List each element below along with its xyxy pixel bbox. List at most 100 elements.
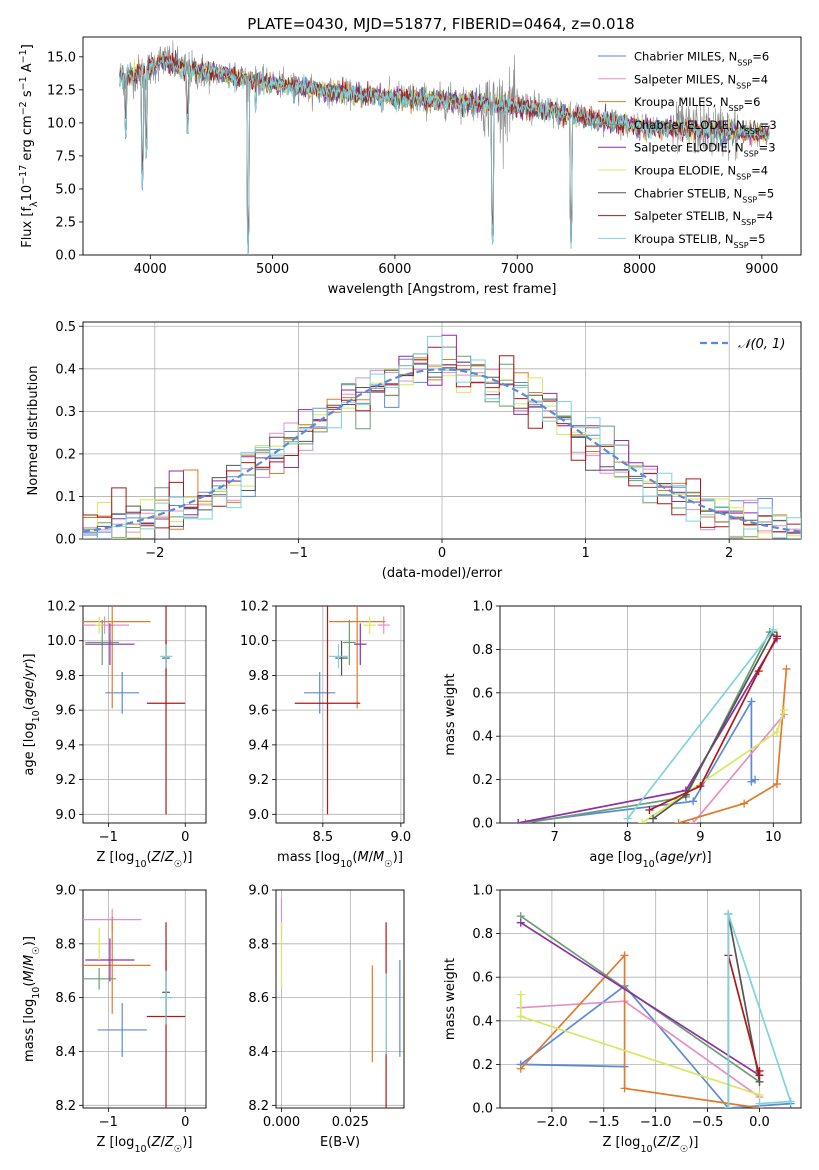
x-tick-label: 9.0 <box>391 830 412 845</box>
y-tick-label: 8.6 <box>248 991 269 1006</box>
marker <box>755 1090 764 1099</box>
errorbar-point-kroupa-miles <box>83 916 151 1014</box>
mass-weight-vs-age-x-axis-label: age [log10(age/yr)] <box>589 850 711 870</box>
y-tick-label: 0.4 <box>472 1014 493 1029</box>
errorbar-point-chabrier-stelib <box>335 640 348 676</box>
marker <box>755 1066 764 1075</box>
weight-series-salpeter-miles <box>516 997 764 1102</box>
age-vs-mass-x-axis-label: mass [log10(M/M☉)] <box>277 850 403 870</box>
x-tick-label: −1 <box>289 546 308 561</box>
mass-vs-ebv-axes: 0.000 0.025 8.2 8.4 8.6 8.8 9.0 <box>248 884 405 1130</box>
marker <box>724 1104 733 1108</box>
marker <box>769 625 778 634</box>
marker <box>516 1064 525 1073</box>
mass-vs-Z-y-axis-label: mass [log10(M/M☉)] <box>22 936 42 1062</box>
marker <box>754 667 763 676</box>
y-tick-label: 0.0 <box>472 817 493 832</box>
x-tick-label: −0.5 <box>692 1115 724 1130</box>
spectrum-y-axis-label: Flux [fλ10−17 erg cm−2 s−1 A−1] <box>18 44 40 248</box>
y-tick-label: 0.0 <box>472 1102 493 1117</box>
x-tick-label: 8.5 <box>312 830 333 845</box>
errorbar-point-kroupa-stelib <box>159 644 173 669</box>
x-tick-label: −1 <box>99 1115 118 1130</box>
x-tick-label: 0.0 <box>749 1115 770 1130</box>
y-tick-label: 9.2 <box>55 773 76 788</box>
y-tick-label: 0.4 <box>55 362 76 377</box>
spectrum-legend: Chabrier MILES, NSSP=6 Salpeter MILES, NS… <box>598 50 777 249</box>
x-tick-label: 6000 <box>378 262 411 277</box>
age-vs-Z-axes: −1 0 9.0 9.2 9.4 9.6 9.8 10.0 10.2 <box>47 600 207 845</box>
errorbar-point-chabrier-elodie <box>83 968 117 990</box>
marker <box>638 819 647 823</box>
residuals-axes: −2 −1 0 1 2 0.0 0.1 0.2 0.3 0.4 0.5 <box>55 320 802 561</box>
y-tick-label: 9.0 <box>55 808 76 823</box>
mass-weight-vs-age-axes: 7 8 9 10 0.0 0.2 0.4 0.6 0.8 1.0 <box>472 600 802 845</box>
errorbar-point-chabrier-elodie <box>85 619 120 666</box>
x-tick-label: 1 <box>581 546 589 561</box>
x-tick-label: 0 <box>438 546 446 561</box>
y-tick-label: 0.5 <box>55 320 76 335</box>
y-tick-label: 7.5 <box>55 149 76 164</box>
marker <box>516 1012 525 1021</box>
weight-series-kroupa-stelib <box>724 909 795 1108</box>
x-tick-label: 9 <box>696 830 704 845</box>
model-spectrum-salpeter-stelib <box>119 52 770 236</box>
legend-label-kroupa-miles: Kroupa MILES, NSSP=6 <box>634 95 760 113</box>
marker <box>740 799 749 808</box>
y-tick-label: 0.0 <box>55 249 76 264</box>
plot-frame <box>499 889 802 1109</box>
y-tick-label: 9.8 <box>248 669 269 684</box>
errorbar-point-kroupa-miles <box>329 606 386 709</box>
weight-series-kroupa-elodie <box>516 990 764 1099</box>
legend-label-salpeter-elodie: Salpeter ELODIE, NSSP=3 <box>634 141 776 159</box>
marker <box>620 1084 629 1093</box>
errorbar-point-kroupa-miles <box>83 606 151 709</box>
y-tick-label: 12.5 <box>47 83 76 98</box>
x-tick-label: −1 <box>99 830 118 845</box>
y-tick-label: 9.0 <box>55 884 76 899</box>
marker <box>696 782 705 791</box>
mass-weight-vs-Z-y-axis-label: mass weight <box>443 958 458 1040</box>
marker <box>521 819 530 823</box>
marker <box>674 819 683 823</box>
y-tick-label: 9.0 <box>248 884 269 899</box>
marker <box>516 990 525 999</box>
marker <box>772 727 781 736</box>
marker <box>724 909 733 918</box>
weight-series-salpeter-elodie <box>514 634 781 823</box>
residuals-legend: 𝒩(0, 1) <box>700 337 785 352</box>
y-tick-label: 8.4 <box>248 1045 269 1060</box>
y-tick-label: 9.2 <box>248 773 269 788</box>
y-tick-label: 9.0 <box>248 808 269 823</box>
y-tick-label: 8.8 <box>55 937 76 952</box>
x-tick-label: 8 <box>623 830 631 845</box>
y-tick-label: 8.4 <box>55 1045 76 1060</box>
age-vs-Z-y-axis-label: age [log10(age/yr)] <box>22 653 42 775</box>
marker <box>620 951 629 960</box>
y-tick-label: 1.0 <box>472 884 493 899</box>
x-tick-label: 0.025 <box>332 1115 369 1130</box>
x-tick-label: −2 <box>145 546 164 561</box>
errorbar-point-salpeter-miles <box>83 616 130 634</box>
y-tick-label: 0.6 <box>472 686 493 701</box>
y-tick-label: 0.2 <box>472 1058 493 1073</box>
y-tick-label: 0.8 <box>472 927 493 942</box>
age-vs-mass-axes: 8.5 9.0 9.0 9.2 9.4 9.6 9.8 10.0 10.2 <box>240 600 411 846</box>
plot-frame <box>82 36 802 256</box>
marker <box>514 819 523 823</box>
legend-label-chabrier-miles: Chabrier MILES, NSSP=6 <box>634 50 769 68</box>
model-spectrum-kroupa-stelib <box>119 54 770 255</box>
x-tick-label: 7 <box>551 830 559 845</box>
x-tick-label: 0 <box>181 1115 189 1130</box>
histogram-kroupa-stelib <box>83 335 801 539</box>
y-tick-label: 5.0 <box>55 182 76 197</box>
y-tick-label: 0.6 <box>472 971 493 986</box>
legend-label-salpeter-miles: Salpeter MILES, NSSP=4 <box>634 72 768 90</box>
y-tick-label: 10.0 <box>47 634 76 649</box>
y-tick-label: 8.6 <box>55 991 76 1006</box>
marker <box>649 814 658 823</box>
y-tick-label: 9.8 <box>55 669 76 684</box>
legend-label-kroupa-elodie: Kroupa ELODIE, NSSP=4 <box>634 164 768 182</box>
mass-weight-vs-Z-axes: −2.0 −1.5 −1.0 −0.5 0.0 0.0 0.2 0.4 0.6 0.8 1.0 <box>472 884 802 1130</box>
normal-reference-curve <box>83 368 801 533</box>
